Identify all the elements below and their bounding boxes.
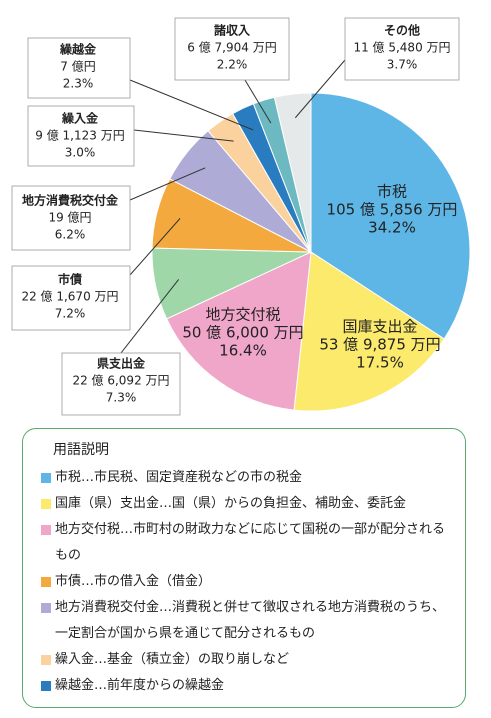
pie-slice (293, 251, 445, 412)
label-box (27, 37, 131, 99)
value-label: 6.2% (55, 228, 86, 242)
glossary-swatch (41, 525, 51, 535)
amount-label: 105 億 5,856 万円 (327, 201, 458, 219)
glossary-title: 用語説明 (53, 442, 109, 458)
leader-line (129, 218, 181, 276)
glossary-text: 繰入金…基金（積立金）の取り崩しなど (55, 652, 290, 667)
amount-label: 19 億円 (48, 211, 91, 225)
label-name: 諸収入 (214, 23, 251, 38)
value-label: 2.2% (217, 58, 248, 72)
value-label: 16.4% (219, 342, 267, 360)
glossary-swatch (41, 655, 51, 665)
label-name: 地方消費税交付金 (22, 193, 119, 208)
glossary-swatch (41, 681, 51, 691)
amount-label: 50 億 6,000 万円 (182, 324, 303, 342)
glossary-text: 地方交付税…市町村の財政力などに応じて国税の一部が配分されるもの (55, 522, 446, 563)
label-box (174, 17, 290, 81)
glossary-swatch (41, 499, 51, 509)
amount-label: 9 億 1,123 万円 (35, 129, 124, 143)
glossary-swatch (41, 603, 51, 613)
value-label: 2.3% (63, 77, 94, 91)
pie-slice (273, 92, 312, 253)
label-name: 県支出金 (97, 356, 146, 371)
value-label: 3.7% (387, 58, 418, 72)
leader-line (129, 79, 254, 131)
leader-line (294, 59, 346, 119)
glossary: 用語説明 市税…市民税、固定資産税などの市の税金国庫（県）支出金…国（県）からの… (22, 428, 466, 708)
value-label: 17.5% (356, 354, 404, 372)
value-label: 3.0% (65, 146, 96, 160)
amount-label: 6 億 7,904 万円 (187, 41, 276, 55)
label-name: 市税 (377, 183, 407, 201)
amount-label: 22 億 1,670 万円 (21, 290, 118, 304)
glossary-text: 市債…市の借入金（借金） (55, 574, 212, 589)
glossary-item: 地方消費税交付金…消費税と併せて徴収される地方消費税のうち、一定割合が国から県を… (41, 595, 451, 647)
value-label: 7.2% (55, 307, 86, 321)
glossary-item: 市債…市の借入金（借金） (41, 569, 451, 595)
pie-slice (166, 251, 312, 411)
amount-label: 11 億 5,480 万円 (353, 41, 450, 55)
leader-line (129, 167, 206, 201)
leader-line (120, 279, 180, 354)
glossary-item: 国庫（県）支出金…国（県）からの負担金、補助金、委託金 (41, 491, 451, 517)
label-box (61, 352, 181, 416)
label-name: その他 (384, 23, 420, 38)
glossary-text: 地方消費税交付金…消費税と併せて徴収される地方消費税のうち、一定割合が国から県を… (55, 600, 446, 641)
label-box (27, 105, 135, 167)
label-box (11, 185, 131, 251)
amount-label: 22 億 6,092 万円 (72, 374, 169, 388)
amount-label: 7 億円 (60, 60, 95, 74)
leader-line (133, 129, 234, 142)
label-name: 国庫支出金 (342, 318, 417, 336)
label-box (11, 265, 131, 331)
glossary-text: 繰越金…前年度からの繰越金 (55, 678, 225, 693)
label-name: 繰越金 (59, 42, 97, 57)
glossary-text: 市税…市民税、固定資産税などの市の税金 (55, 470, 303, 485)
value-label: 34.2% (368, 219, 416, 237)
value-label: 7.3% (106, 391, 137, 405)
label-name: 市債 (58, 272, 82, 287)
glossary-item: 市税…市民税、固定資産税などの市の税金 (41, 465, 451, 491)
label-name: 繰入金 (61, 111, 99, 126)
glossary-swatch (41, 577, 51, 587)
glossary-swatch (41, 473, 51, 483)
label-name: 地方交付税 (205, 306, 280, 324)
glossary-item: 繰越金…前年度からの繰越金 (41, 673, 451, 699)
amount-label: 53 億 9,875 万円 (319, 336, 440, 354)
label-box (344, 17, 460, 81)
glossary-list: 市税…市民税、固定資産税などの市の税金国庫（県）支出金…国（県）からの負担金、補… (41, 465, 451, 699)
glossary-item: 繰入金…基金（積立金）の取り崩しなど (41, 647, 451, 673)
glossary-item: 地方交付税…市町村の財政力などに応じて国税の一部が配分されるもの (41, 517, 451, 569)
leader-line (244, 79, 272, 124)
glossary-text: 国庫（県）支出金…国（県）からの負担金、補助金、委託金 (55, 496, 407, 511)
